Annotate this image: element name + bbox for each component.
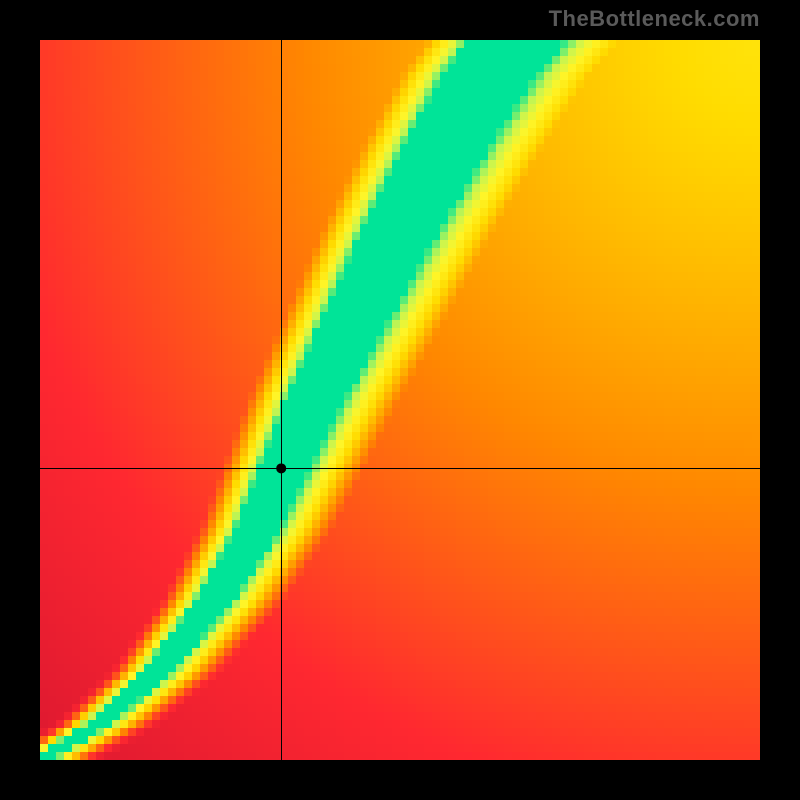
- chart-container: TheBottleneck.com: [0, 0, 800, 800]
- bottleneck-heatmap: [0, 0, 800, 800]
- watermark-text: TheBottleneck.com: [549, 6, 760, 32]
